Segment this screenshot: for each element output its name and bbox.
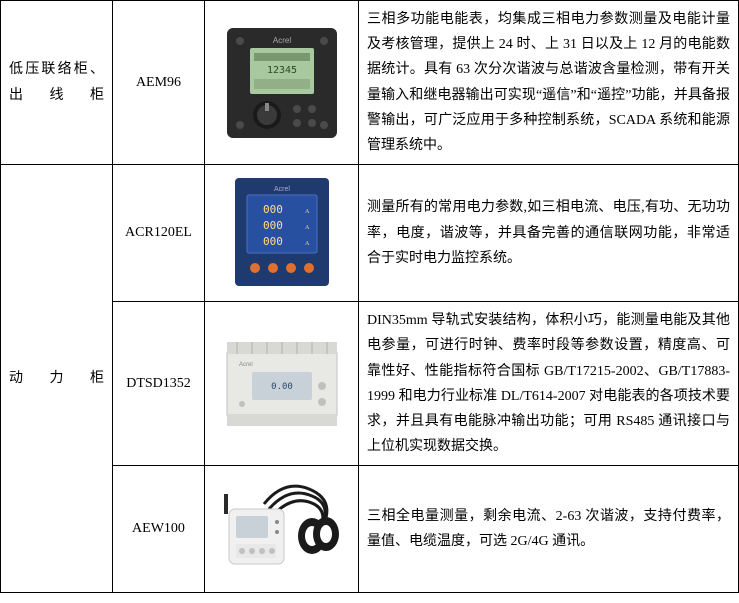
desc-cell: 测量所有的常用电力参数,如三相电流、电压,有功、无功功率，电度，谐波等，并具备完… xyxy=(359,165,739,302)
desc-text: 三相全电量测量，剩余电流、2-63 次谐波，支持付费率，量值、电缆温度，可选 2… xyxy=(367,509,730,549)
image-cell: Acrel 0.00 xyxy=(205,302,359,466)
table-row: 低压联络柜、 出线柜 AEM96 Acrel 12345 xyxy=(1,1,739,165)
product-table: 低压联络柜、 出线柜 AEM96 Acrel 12345 xyxy=(0,0,739,593)
desc-text: 三相多功能电能表，均集成三相电力参数测量及电能计量及考核管理，提供上 24 时、… xyxy=(367,12,730,153)
svg-text:A: A xyxy=(305,241,310,247)
acr120el-device-icon: Acrel 000 000 000 A A A xyxy=(227,173,337,293)
svg-text:A: A xyxy=(305,225,310,231)
category-text: 动力柜 xyxy=(9,371,104,386)
svg-text:A: A xyxy=(305,209,310,215)
category-line1: 低压联络柜、 出线柜 xyxy=(9,62,104,102)
model-cell: AEM96 xyxy=(113,1,205,165)
model-text: ACR120EL xyxy=(125,225,192,240)
model-cell: DTSD1352 xyxy=(113,302,205,466)
svg-text:Acrel: Acrel xyxy=(274,186,290,193)
model-text: AEM96 xyxy=(136,75,181,90)
model-cell: ACR120EL xyxy=(113,165,205,302)
model-text: AEW100 xyxy=(132,521,185,536)
svg-text:000: 000 xyxy=(263,203,283,216)
svg-text:Acrel: Acrel xyxy=(239,362,253,368)
desc-text: 测量所有的常用电力参数,如三相电流、电压,有功、无功功率，电度，谐波等，并具备完… xyxy=(367,200,730,265)
image-cell: Acrel 12345 xyxy=(205,1,359,165)
desc-cell: DIN35mm 导轨式安装结构，体积小巧，能测量电能及其他电参量，可进行时钟、费… xyxy=(359,302,739,466)
desc-cell: 三相多功能电能表，均集成三相电力参数测量及电能计量及考核管理，提供上 24 时、… xyxy=(359,1,739,165)
svg-text:000: 000 xyxy=(263,235,283,248)
aew100-device-icon xyxy=(214,474,349,584)
category-cell: 低压联络柜、 出线柜 xyxy=(1,1,113,165)
category-cell: 动力柜 xyxy=(1,165,113,593)
svg-text:Acrel: Acrel xyxy=(272,36,290,45)
desc-cell: 三相全电量测量，剩余电流、2-63 次谐波，支持付费率，量值、电缆温度，可选 2… xyxy=(359,466,739,593)
aem96-device-icon: Acrel 12345 xyxy=(222,23,342,143)
table-row: 动力柜 ACR120EL Acrel 000 000 000 A A A xyxy=(1,165,739,302)
image-cell xyxy=(205,466,359,593)
svg-text:12345: 12345 xyxy=(266,65,296,76)
desc-text: DIN35mm 导轨式安装结构，体积小巧，能测量电能及其他电参量，可进行时钟、费… xyxy=(367,313,730,454)
dtsd1352-device-icon: Acrel 0.00 xyxy=(217,334,347,434)
model-text: DTSD1352 xyxy=(126,376,191,391)
image-cell: Acrel 000 000 000 A A A xyxy=(205,165,359,302)
svg-text:0.00: 0.00 xyxy=(271,382,293,392)
svg-text:000: 000 xyxy=(263,219,283,232)
model-cell: AEW100 xyxy=(113,466,205,593)
